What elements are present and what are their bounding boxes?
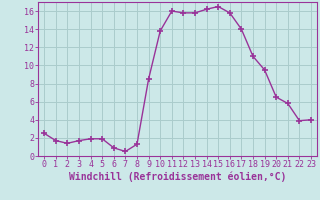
X-axis label: Windchill (Refroidissement éolien,°C): Windchill (Refroidissement éolien,°C) xyxy=(69,172,286,182)
